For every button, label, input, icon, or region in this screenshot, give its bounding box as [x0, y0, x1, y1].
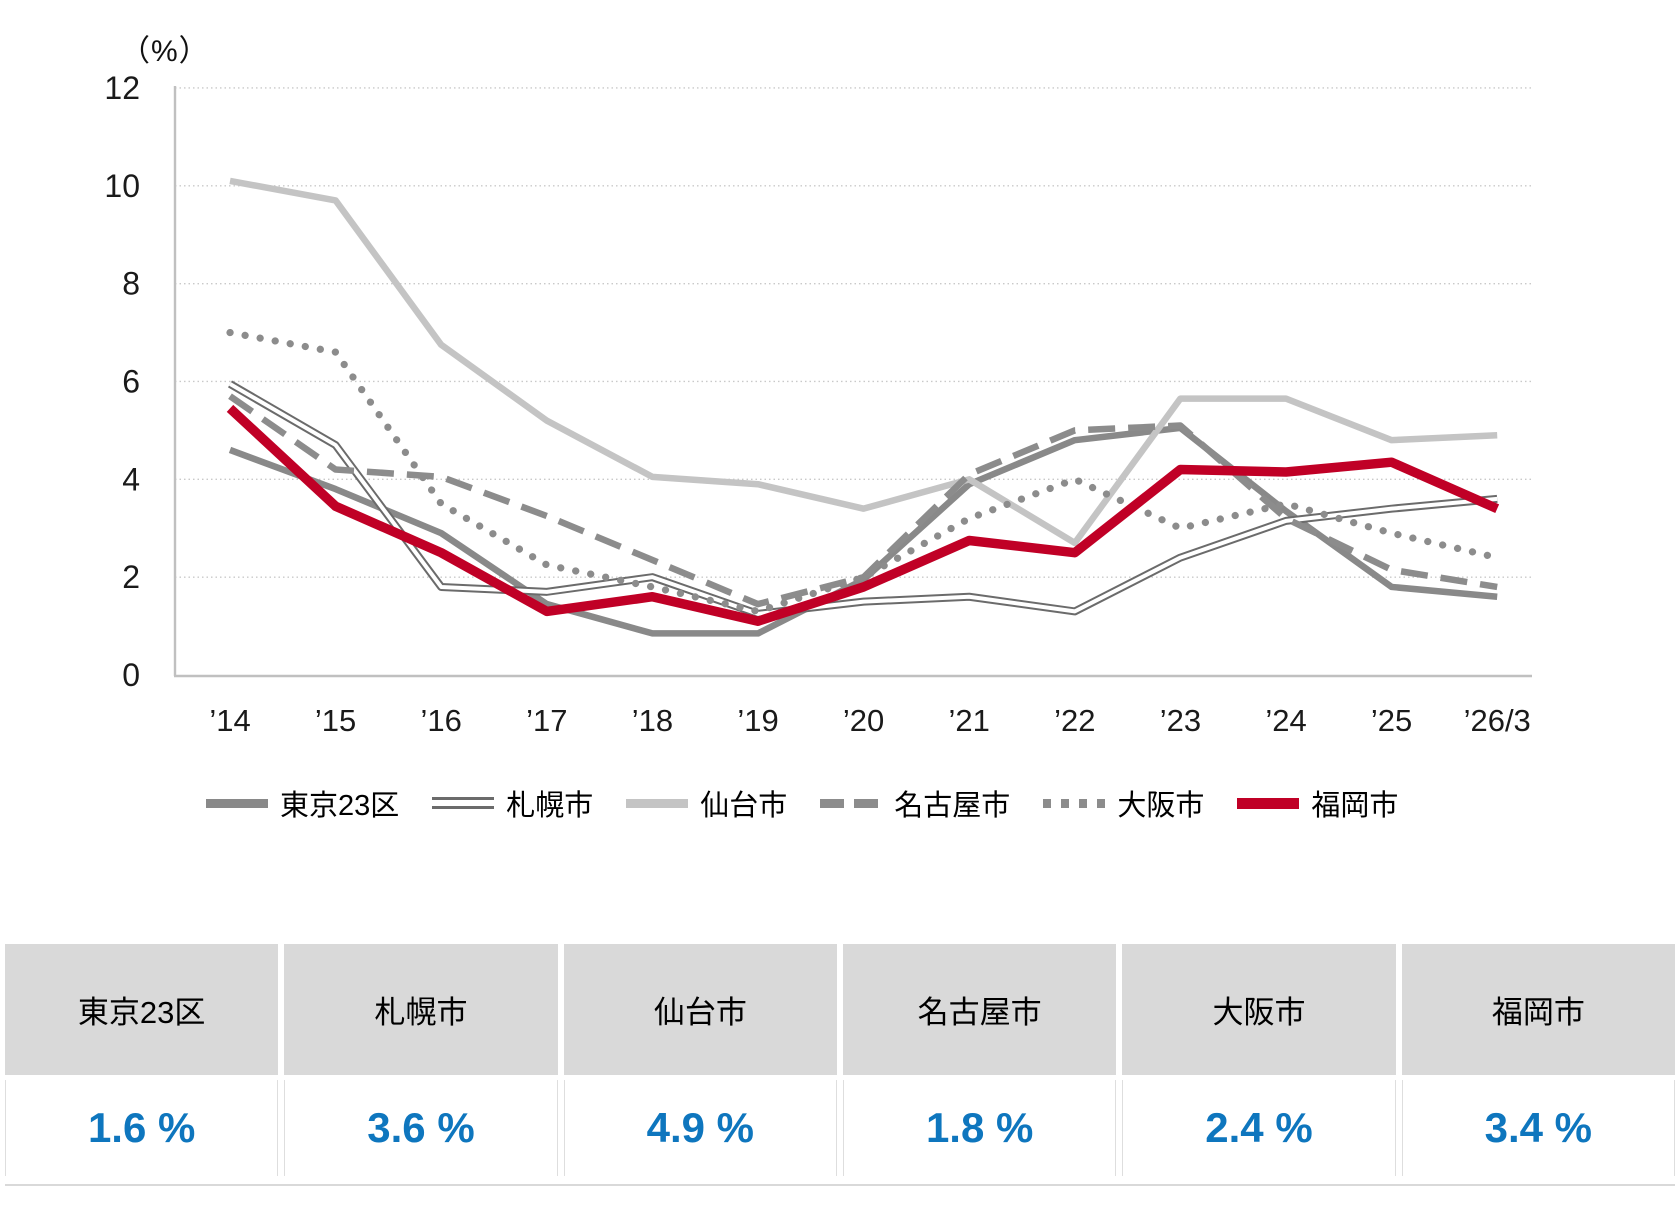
table-value-cell: 3.4 % [1401, 1080, 1675, 1176]
y-axis-tick-label: 2 [122, 559, 140, 595]
x-axis-label: ’24 [1265, 703, 1306, 738]
legend-label: 大阪市 [1117, 790, 1205, 822]
y-axis-tick-label: 0 [122, 657, 140, 693]
y-axis-tick-label: 10 [104, 168, 140, 204]
line-chart: 0 2 4 6 8 10 12 ’14 ’15 ’16 ’17 ’18 ’19 ’20 ’21 ’22 ’23 ’… [104, 70, 1532, 738]
x-axis-label: ’23 [1160, 703, 1201, 738]
table-header-cell: 仙台市 [563, 944, 837, 1075]
x-axis-label: ’14 [209, 703, 250, 738]
table-bottom-border [5, 1184, 1675, 1186]
table-header-cell: 名古屋市 [843, 944, 1117, 1075]
x-axis-label: ’18 [632, 703, 673, 738]
x-axis-label: ’25 [1371, 703, 1412, 738]
legend-swatch-tokyo23 [206, 798, 268, 808]
summary-table: 東京23区 札幌市 仙台市 名古屋市 大阪市 福岡市 1.6 % 3.6 % 4.9 % 1.8 … [5, 944, 1675, 1176]
x-axis-label: ’20 [843, 703, 884, 738]
series-line-osaka [226, 328, 1501, 616]
legend-label: 福岡市 [1311, 790, 1399, 822]
table-value-cell: 1.8 % [843, 1080, 1117, 1176]
y-axis-tick-label: 12 [104, 70, 140, 106]
legend-swatch-osaka [1043, 798, 1106, 808]
table-header-cell: 東京23区 [5, 944, 279, 1075]
x-axis-label: ’21 [949, 703, 990, 738]
x-axis-label: ’22 [1054, 703, 1095, 738]
legend-label: 札幌市 [506, 790, 594, 822]
legend-swatch-sendai [626, 798, 689, 808]
legend-item-sapporo: 札幌市 [432, 782, 593, 824]
table-header-cell: 大阪市 [1122, 944, 1396, 1075]
y-axis-unit-label: （%） [120, 35, 210, 68]
y-axis-tick-label: 8 [122, 266, 140, 302]
series-line-nagoya [228, 393, 1498, 608]
y-axis-tick-label: 6 [122, 363, 140, 399]
x-axis-label: ’19 [737, 703, 778, 738]
legend-item-fukuoka: 福岡市 [1237, 782, 1398, 824]
legend-item-osaka: 大阪市 [1043, 782, 1204, 824]
legend-swatch-sapporo [432, 797, 495, 809]
table-header-cell: 札幌市 [284, 944, 558, 1075]
x-axis-label: ’16 [421, 703, 462, 738]
legend-swatch-nagoya [820, 798, 883, 808]
legend-label: 東京23区 [280, 790, 400, 822]
legend-item-nagoya: 名古屋市 [820, 782, 1010, 824]
y-axis-tick-label: 4 [122, 461, 140, 497]
legend-item-sendai: 仙台市 [626, 782, 787, 824]
legend-swatch-fukuoka [1237, 797, 1300, 809]
series-line-sendai [229, 177, 1498, 547]
legend-label: 名古屋市 [894, 790, 1011, 822]
legend-item-tokyo23: 東京23区 [206, 782, 399, 824]
table-value-cell: 3.6 % [284, 1080, 558, 1176]
table-value-cell: 4.9 % [563, 1080, 837, 1176]
legend-label: 仙台市 [700, 790, 788, 822]
table-header-cell: 福岡市 [1401, 944, 1675, 1075]
series-line-fukuoka [226, 404, 1500, 626]
series-line-sapporo-core [228, 382, 1498, 616]
table-value-cell: 2.4 % [1122, 1080, 1396, 1176]
x-axis-label: ’17 [526, 703, 567, 738]
table-value-cell: 1.6 % [5, 1080, 279, 1176]
x-axis-label: ’15 [315, 703, 356, 738]
x-axis-label: ’26/3 [1464, 703, 1531, 738]
chart-legend: 東京23区 札幌市 仙台市 名古屋市 大阪市 福岡市 [206, 782, 1576, 824]
